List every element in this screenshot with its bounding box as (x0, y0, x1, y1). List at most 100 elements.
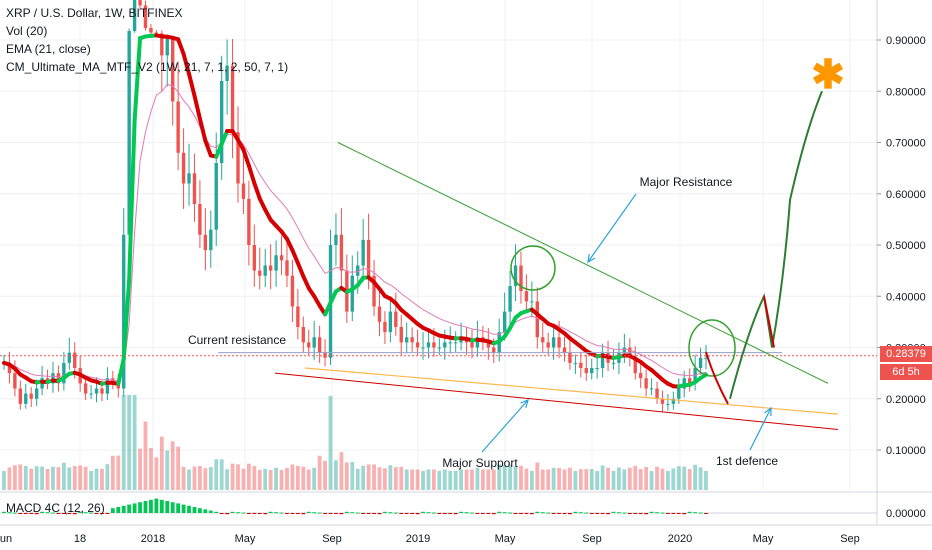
candle-body[interactable] (486, 342, 491, 348)
candle-body[interactable] (127, 31, 131, 235)
legend-cm-ma[interactable]: CM_Ultimate_MA_MTF_V2 (1W, 21, 7, 1, 2, … (6, 60, 289, 74)
candle-body[interactable] (535, 301, 539, 338)
candle-body[interactable] (56, 373, 61, 384)
candle-body[interactable] (317, 337, 322, 353)
candle-body[interactable] (7, 362, 12, 374)
candle-body[interactable] (372, 275, 376, 307)
candle-body[interactable] (296, 306, 300, 328)
candle-body[interactable] (704, 357, 708, 359)
candle-body[interactable] (143, 5, 148, 29)
candle-body[interactable] (252, 245, 257, 271)
candle-body[interactable] (405, 337, 409, 343)
candle-body[interactable] (541, 337, 545, 343)
candle-body[interactable] (399, 327, 403, 343)
candle-body[interactable] (214, 163, 218, 230)
candle-body[interactable] (274, 255, 278, 271)
candle-body[interactable] (176, 101, 180, 153)
candle-body[interactable] (595, 368, 599, 369)
candle-body[interactable] (502, 311, 507, 333)
candle-body[interactable] (94, 388, 99, 394)
candle-body[interactable] (83, 383, 88, 394)
candle-body[interactable] (24, 393, 28, 404)
candle-body[interactable] (562, 347, 567, 353)
candle-body[interactable] (693, 368, 697, 384)
candle-body[interactable] (160, 33, 164, 56)
candle-body[interactable] (268, 265, 273, 271)
candle-body[interactable] (285, 260, 289, 276)
candle-body[interactable] (475, 337, 480, 348)
candle-body[interactable] (279, 255, 284, 261)
candle-body[interactable] (546, 342, 550, 348)
candle-body[interactable] (356, 265, 360, 276)
candle-body[interactable] (410, 337, 414, 343)
candle-body[interactable] (448, 342, 452, 344)
candle-body[interactable] (666, 403, 670, 405)
major-support-trendline[interactable] (274, 372, 839, 430)
candle-body[interactable] (513, 265, 518, 287)
support-orange-trendline[interactable] (304, 367, 839, 415)
candle-body[interactable] (350, 275, 354, 312)
candle-body[interactable] (241, 183, 246, 199)
candle-body[interactable] (18, 388, 23, 404)
candle-body[interactable] (443, 342, 447, 348)
candle-body[interactable] (660, 398, 665, 404)
candle-body[interactable] (557, 337, 561, 348)
candle-body[interactable] (73, 352, 77, 368)
macd-legend[interactable]: MACD 4C (12, 26) (6, 501, 105, 515)
candle-body[interactable] (192, 173, 197, 204)
candle-body[interactable] (677, 388, 681, 399)
candle-body[interactable] (323, 352, 327, 358)
candle-body[interactable] (51, 373, 55, 384)
candle-body[interactable] (492, 347, 496, 353)
candle-body[interactable] (258, 270, 262, 276)
candle-body[interactable] (116, 383, 120, 389)
candle-body[interactable] (89, 393, 93, 395)
candle-body[interactable] (334, 234, 338, 245)
candle-body[interactable] (132, 0, 137, 31)
candle-body[interactable] (181, 152, 186, 184)
candle-body[interactable] (639, 373, 643, 379)
candle-body[interactable] (426, 342, 431, 348)
candle-body[interactable] (13, 373, 17, 389)
candle-body[interactable] (421, 347, 425, 349)
candle-body[interactable] (671, 398, 676, 404)
candle-body[interactable] (698, 357, 703, 368)
candle-body[interactable] (584, 368, 588, 374)
candle-body[interactable] (263, 265, 267, 276)
candle-body[interactable] (415, 342, 420, 348)
candle-body[interactable] (508, 286, 512, 312)
candle-body[interactable] (165, 38, 169, 56)
candle-body[interactable] (154, 32, 159, 34)
legend-symbol[interactable]: XRP / U.S. Dollar, 1W, BITFINEX (6, 6, 183, 20)
candle-body[interactable] (470, 342, 474, 348)
candle-body[interactable] (312, 337, 316, 348)
candle-body[interactable] (171, 38, 175, 102)
candle-body[interactable] (301, 327, 305, 343)
legend-volume[interactable]: Vol (20) (6, 24, 48, 38)
candle-body[interactable] (568, 352, 572, 363)
candle-body[interactable] (519, 265, 523, 292)
candle-body[interactable] (366, 239, 371, 276)
candle-body[interactable] (236, 132, 240, 184)
candle-body[interactable] (290, 275, 295, 307)
candle-body[interactable] (655, 388, 659, 399)
candle-body[interactable] (377, 306, 382, 322)
candle-body[interactable] (247, 198, 251, 245)
candle-body[interactable] (122, 234, 126, 389)
candle-body[interactable] (149, 28, 153, 33)
candle-body[interactable] (388, 311, 393, 333)
candle-body[interactable] (687, 378, 692, 384)
candle-body[interactable] (219, 81, 224, 163)
candle-body[interactable] (339, 234, 344, 271)
candle-body[interactable] (432, 342, 436, 348)
candle-body[interactable] (600, 352, 605, 368)
candle-body[interactable] (383, 321, 387, 333)
candle-body[interactable] (394, 311, 398, 327)
candle-body[interactable] (29, 393, 33, 399)
candle-body[interactable] (644, 378, 648, 389)
candle-body[interactable] (100, 388, 104, 394)
ema-line[interactable] (3, 83, 707, 382)
candle-body[interactable] (622, 347, 627, 353)
candle-body[interactable] (225, 65, 229, 81)
